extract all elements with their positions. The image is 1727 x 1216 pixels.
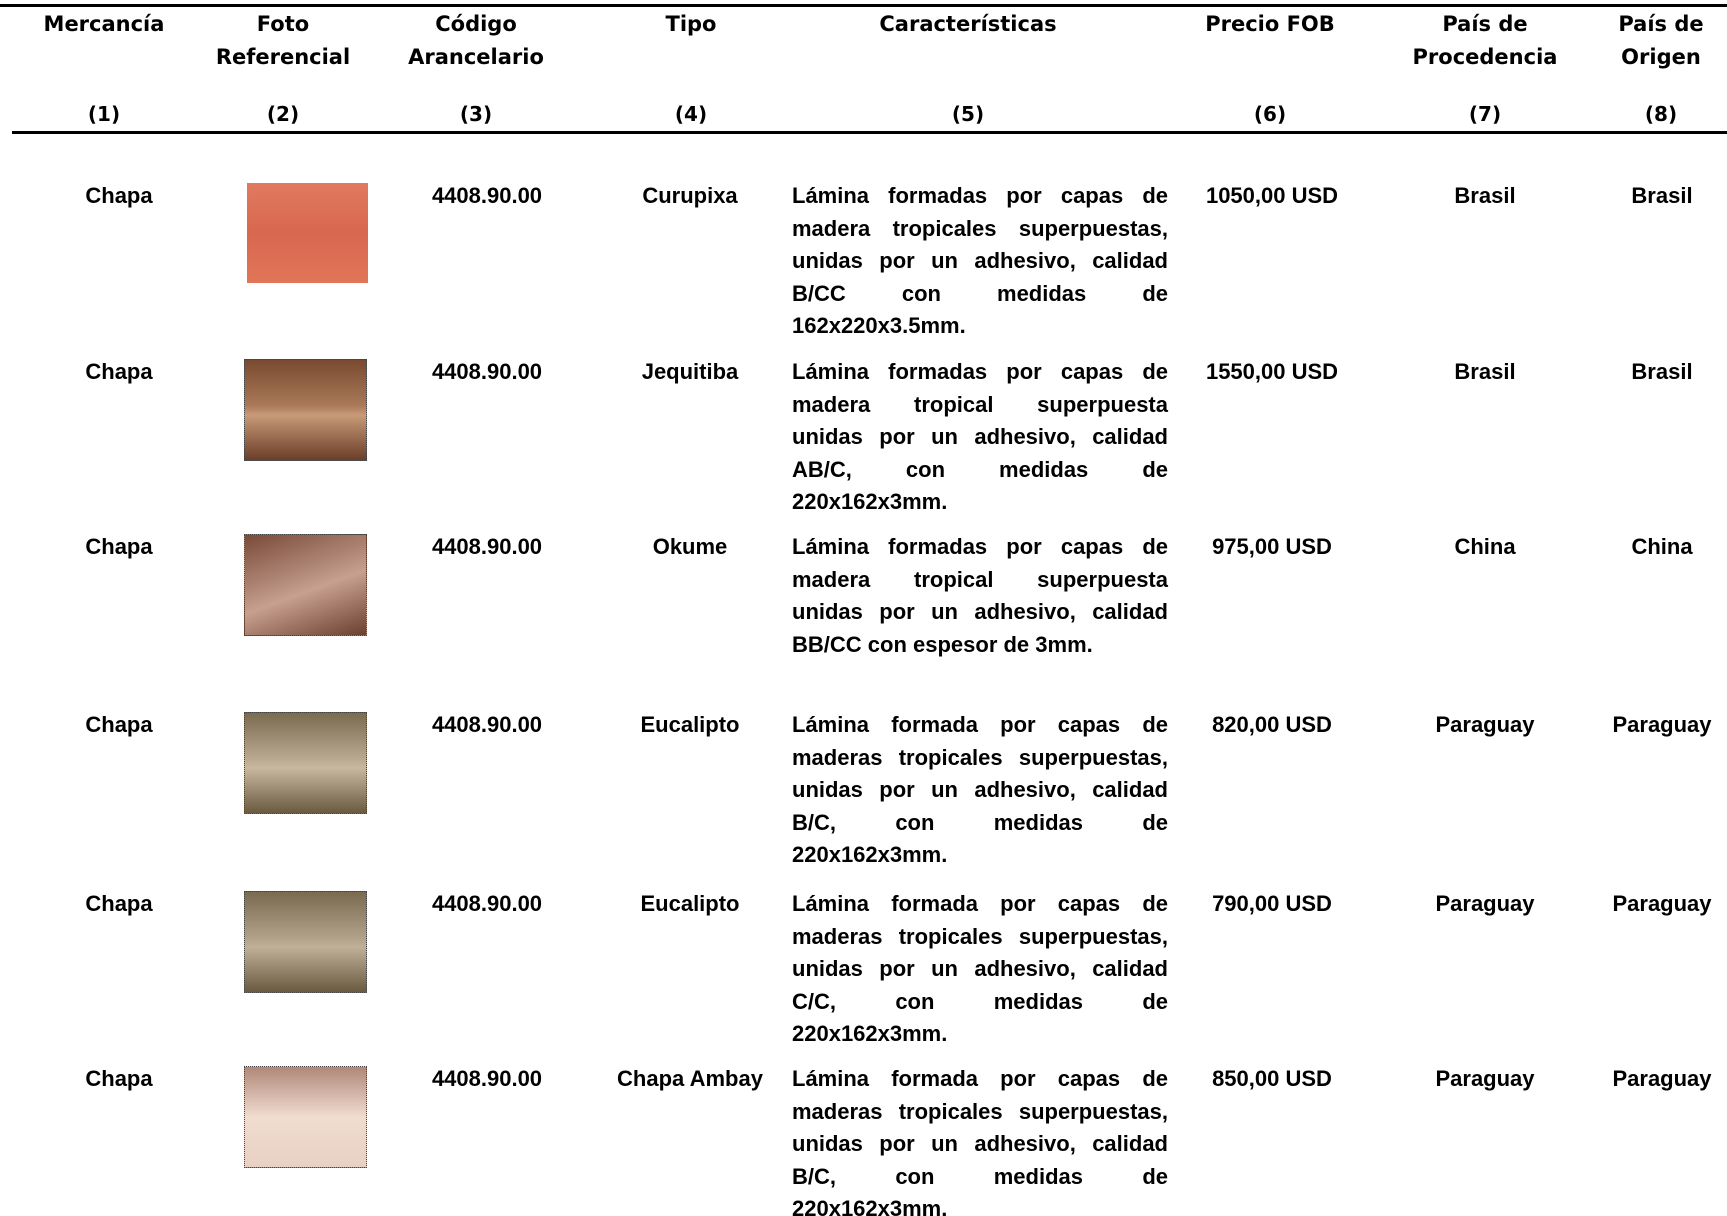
cell-precio: 820,00 USD [1212,712,1332,737]
column-header: Precio FOB [1180,8,1360,41]
cell-procedencia: Paraguay [1435,712,1535,737]
column-header: Mercancía [14,8,194,41]
top-rule [0,4,1727,7]
header-line: Características [879,12,1057,36]
cell-procedencia: Brasil [1454,359,1516,384]
cell-tipo: Chapa Ambay [617,1066,763,1091]
cell-precio: 850,00 USD [1212,1066,1332,1091]
header-line: Código [435,12,517,36]
cell-codigo: 4408.90.00 [431,534,543,559]
header-line: Arancelario [408,45,544,69]
cell-tipo: Curupixa [642,183,738,208]
cell-origen: Brasil [1631,359,1693,384]
cell-procedencia: Paraguay [1435,891,1535,916]
column-number: (1) [87,102,121,126]
photo [244,712,367,814]
cell-tipo: Eucalipto [640,712,740,737]
photo [244,1066,367,1168]
cell-mercancia: Chapa [85,359,153,384]
column-number: (5) [951,102,985,126]
cell-codigo: 4408.90.00 [431,1066,543,1091]
cell-mercancia: Chapa [85,1066,153,1091]
column-header: Foto Referencial [193,8,373,74]
photo [244,891,367,993]
cell-tipo: Eucalipto [640,891,740,916]
header-line: Mercancía [43,12,165,36]
header-line: Origen [1621,45,1701,69]
column-header: Código Arancelario [386,8,566,74]
cell-procedencia: Brasil [1454,183,1516,208]
header-line: Foto [256,12,310,36]
column-number: (2) [266,102,300,126]
cell-precio: 1550,00 USD [1205,359,1339,384]
cell-precio: 975,00 USD [1212,534,1332,559]
column-header: País de Procedencia [1395,8,1575,74]
header-line: Referencial [215,45,351,69]
photo [244,534,367,636]
photo [247,183,368,283]
cell-mercancia: Chapa [85,534,153,559]
cell-codigo: 4408.90.00 [431,359,543,384]
cell-codigo: 4408.90.00 [431,183,543,208]
header-rule [12,131,1727,134]
column-header: Características [878,8,1058,41]
header-line: País de [1442,12,1528,36]
cell-caracteristicas: Lámina formada por capas de maderas trop… [792,712,1168,867]
cell-caracteristicas: Lámina formadas por capas de madera trop… [792,183,1168,338]
header-line: Precio FOB [1205,12,1335,36]
cell-precio: 790,00 USD [1212,891,1332,916]
column-header: Tipo [601,8,781,41]
photo [244,359,367,461]
cell-origen: Brasil [1631,183,1693,208]
cell-tipo: Okume [652,534,728,559]
cell-procedencia: China [1454,534,1516,559]
cell-mercancia: Chapa [85,891,153,916]
column-number: (6) [1253,102,1287,126]
cell-origen: Paraguay [1612,1066,1712,1091]
cell-mercancia: Chapa [85,183,153,208]
cell-caracteristicas: Lámina formada por capas de maderas trop… [792,891,1168,1046]
cell-codigo: 4408.90.00 [431,712,543,737]
cell-origen: Paraguay [1612,891,1712,916]
cell-procedencia: Paraguay [1435,1066,1535,1091]
cell-caracteristicas: Lámina formadas por capas de madera trop… [792,534,1168,657]
cell-caracteristicas: Lámina formada por capas de maderas trop… [792,1066,1168,1216]
column-number: (3) [459,102,493,126]
cell-tipo: Jequitiba [641,359,739,384]
header-line: País de [1618,12,1704,36]
column-header: País de Origen [1571,8,1727,74]
cell-caracteristicas: Lámina formadas por capas de madera trop… [792,359,1168,514]
cell-origen: China [1631,534,1693,559]
cell-origen: Paraguay [1612,712,1712,737]
header-line: Procedencia [1412,45,1558,69]
column-number: (7) [1468,102,1502,126]
cell-precio: 1050,00 USD [1205,183,1339,208]
column-number: (4) [674,102,708,126]
column-number: (8) [1644,102,1678,126]
header-line: Tipo [665,12,717,36]
cell-codigo: 4408.90.00 [431,891,543,916]
cell-mercancia: Chapa [85,712,153,737]
